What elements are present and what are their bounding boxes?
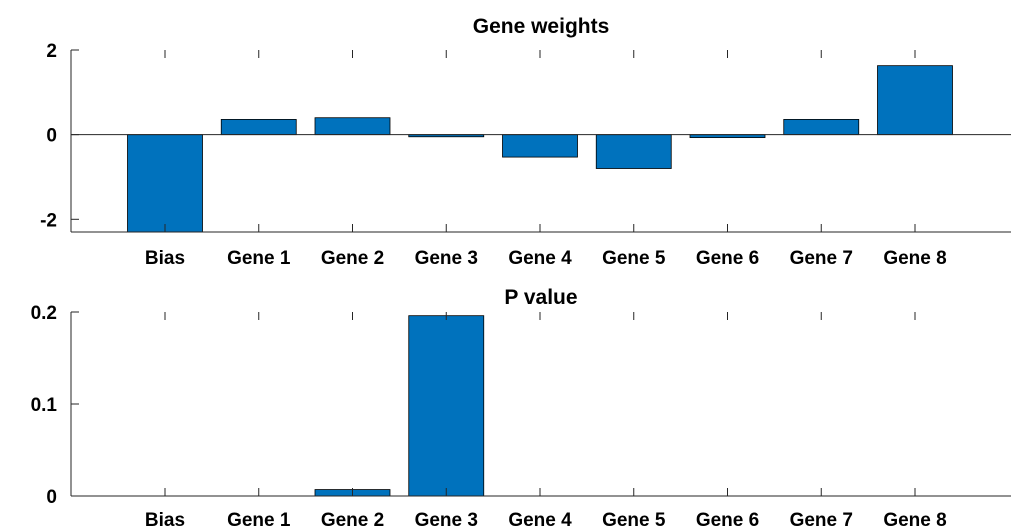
- gene-weights-x-tick-label: Gene 1: [227, 248, 291, 269]
- gene-weights-chart: Gene weights 2 0 -2 Bias Gene 1 Gene 2 Gene 3 G…: [40, 15, 1011, 269]
- p-value-x-tick-label: Gene 6: [696, 510, 759, 529]
- gene-weights-y-tick-label: 2: [46, 41, 57, 62]
- p-value-bar-gene-3: [408, 315, 485, 496]
- gene-weights-bar-gene-5: [595, 134, 672, 169]
- p-value-x-tick-label: Gene 3: [415, 510, 478, 529]
- gene-weights-x-tick-label: Gene 4: [508, 248, 572, 269]
- p-value-y-tick-label: 0: [46, 487, 57, 508]
- p-value-y-tick-label: 0.1: [31, 395, 58, 416]
- gene-weights-bar-gene-7: [783, 119, 860, 136]
- gene-weights-bar-gene-8: [877, 65, 953, 136]
- gene-weights-title: Gene weights: [473, 15, 610, 38]
- gene-weights-bar-gene-2: [314, 117, 391, 136]
- gene-weights-x-tick-label: Bias: [145, 248, 185, 269]
- p-value-x-tick-label: Gene 1: [227, 510, 291, 529]
- gene-weights-x-tick-label: Gene 6: [696, 248, 759, 269]
- gene-weights-bar-gene-1: [220, 119, 297, 136]
- gene-weights-x-tick-label: Gene 8: [883, 248, 946, 269]
- gene-weights-bar-bias: [127, 134, 203, 232]
- gene-weights-x-tick-label: Gene 7: [790, 248, 853, 269]
- p-value-bars: [127, 315, 953, 496]
- p-value-x-tick-label: Gene 5: [602, 510, 666, 529]
- p-value-title: P value: [504, 286, 577, 309]
- p-value-x-tick-label: Gene 7: [790, 510, 853, 529]
- gene-weights-x-tick-label: Gene 3: [415, 248, 478, 269]
- p-value-x-tick-label: Gene 4: [508, 510, 572, 529]
- p-value-x-tick-label: Bias: [145, 510, 185, 529]
- p-value-chart: P value 0.2 0.1 0 Bias Gene 1 Gene 2 Gene 3 Gen…: [31, 286, 1011, 529]
- gene-weights-y-tick-label: 0: [46, 126, 57, 147]
- gene-weights-bar-gene-4: [502, 134, 578, 158]
- gene-weights-x-tick-label: Gene 2: [321, 248, 384, 269]
- gene-weights-bars: [127, 65, 953, 232]
- gene-weights-x-tick-label: Gene 5: [602, 248, 666, 269]
- p-value-x-tick-label: Gene 8: [883, 510, 946, 529]
- p-value-x-tick-label: Gene 2: [321, 510, 384, 529]
- p-value-y-tick-label: 0.2: [31, 303, 57, 324]
- gene-weights-y-tick-label: -2: [40, 210, 57, 231]
